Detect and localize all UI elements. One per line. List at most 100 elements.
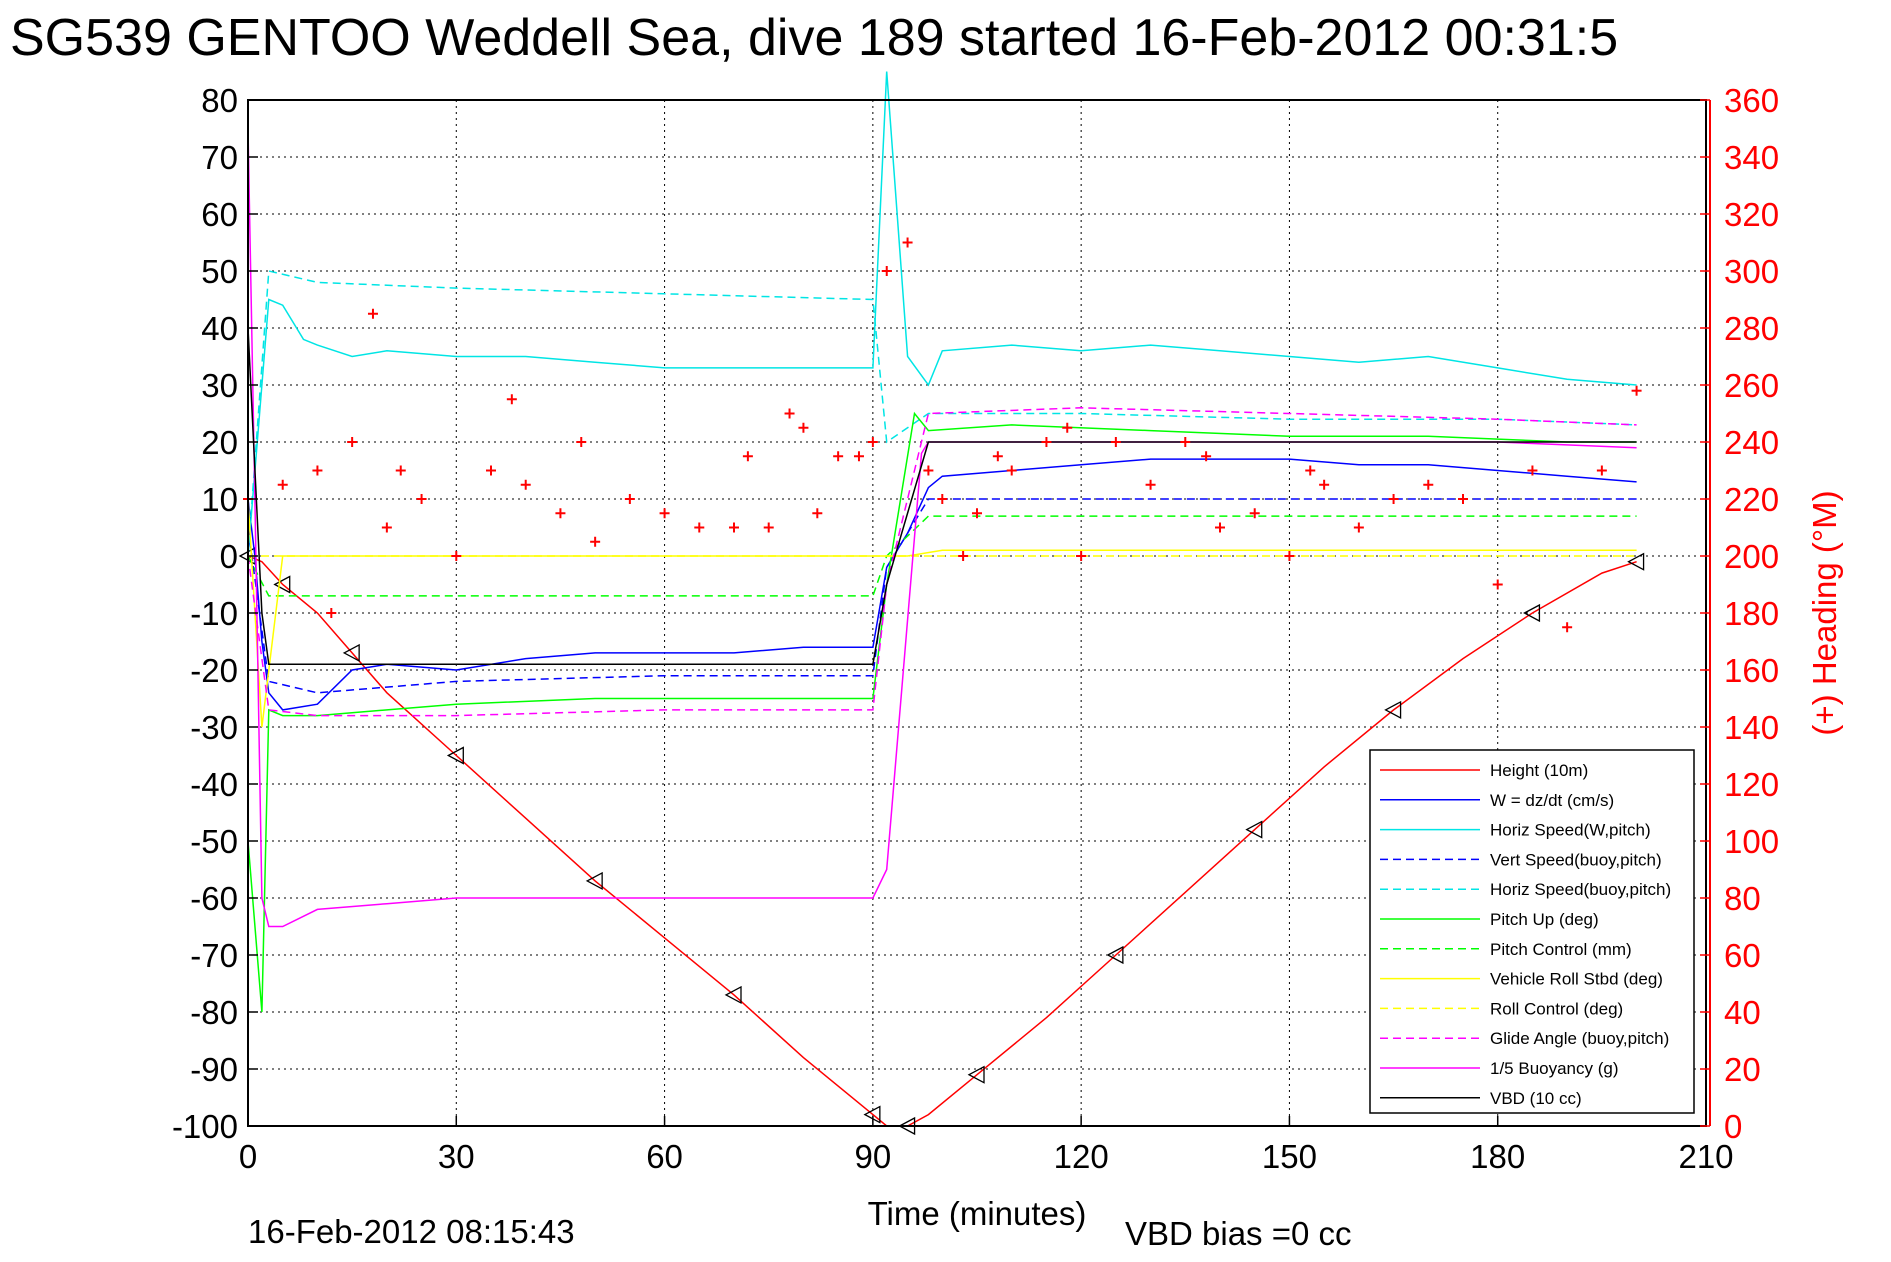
y-tick-label: 20 (201, 424, 238, 461)
heading-point (902, 237, 913, 248)
heading-point (326, 608, 337, 618)
x-tick-label: 150 (1262, 1138, 1317, 1175)
y2-tick-label: 300 (1724, 253, 1779, 290)
y2-tick-label: 100 (1724, 823, 1779, 860)
heading-point (416, 494, 427, 504)
series-line-2 (247, 71, 1637, 557)
heading-point (1527, 465, 1538, 476)
y-tick-label: -50 (190, 823, 238, 860)
heading-point (395, 465, 406, 476)
y2-tick-label: 220 (1724, 481, 1779, 518)
y-tick-label: -40 (190, 766, 238, 803)
heading-point (1180, 437, 1191, 447)
legend-entry: Horiz Speed(W,pitch) (1380, 821, 1651, 840)
footer-date: 16-Feb-2012 08:15:43 (248, 1213, 575, 1250)
x-tick-label: 120 (1054, 1138, 1109, 1175)
heading-point (881, 266, 892, 276)
height-marker (273, 575, 291, 594)
heading-point (1041, 437, 1052, 447)
legend-label: Glide Angle (buoy,pitch) (1490, 1029, 1669, 1048)
heading-point (798, 422, 809, 433)
heading-point (1423, 479, 1434, 490)
legend-entry: Vert Speed(buoy,pitch) (1380, 850, 1662, 869)
x-tick-label: 60 (646, 1138, 683, 1175)
y2-tick-label: 80 (1724, 880, 1761, 917)
legend-entry: 1/5 Buoyancy (g) (1380, 1059, 1619, 1078)
heading-point (867, 437, 878, 447)
height-marker (342, 643, 360, 662)
legend-entry: Glide Angle (buoy,pitch) (1380, 1029, 1669, 1048)
x-tick-label: 90 (854, 1138, 891, 1175)
heading-point (624, 494, 635, 504)
legend-label: VBD (10 cc) (1490, 1089, 1582, 1108)
y2-tick-label: 180 (1724, 595, 1779, 632)
heading-point (381, 522, 392, 533)
heading-point (1145, 479, 1156, 490)
heading-point (1388, 494, 1399, 504)
heading-point (853, 451, 864, 462)
legend-label: Pitch Up (deg) (1490, 910, 1599, 929)
heading-point (729, 522, 739, 533)
x-axis-label: Time (minutes) (868, 1195, 1087, 1232)
right-axis-label: (+) Heading (°M) (1806, 490, 1843, 735)
y2-tick-label: 140 (1724, 709, 1779, 746)
heading-point (576, 437, 587, 447)
legend-entry: Pitch Control (mm) (1380, 940, 1632, 959)
y2-tick-label: 120 (1724, 766, 1779, 803)
heading-point (972, 508, 982, 519)
series-line-6 (247, 515, 1637, 597)
height-marker (1384, 700, 1402, 719)
y-tick-label: -90 (190, 1051, 238, 1088)
heading-point (1110, 437, 1121, 447)
legend-entry: Height (10m) (1380, 761, 1588, 780)
legend-entry: W = dz/dt (cm/s) (1380, 791, 1614, 810)
legend-label: Pitch Control (mm) (1490, 940, 1632, 959)
legend-label: Vert Speed(buoy,pitch) (1490, 850, 1662, 869)
height-marker (1106, 945, 1124, 965)
y-tick-label: 70 (201, 139, 238, 176)
legend: Height (10m) W = dz/dt (cm/s) Horiz Speed(… (1369, 749, 1695, 1114)
heading-point (1201, 451, 1212, 462)
heading-point (923, 465, 934, 476)
heading-point (784, 408, 795, 419)
y2-tick-label: 320 (1724, 196, 1779, 233)
heading-point (1492, 579, 1503, 590)
y-tick-label: -20 (190, 652, 238, 689)
height-marker (585, 871, 603, 890)
y2-tick-label: 340 (1724, 139, 1779, 176)
chart-title: SG539 GENTOO Weddell Sea, dive 189 start… (10, 9, 1618, 67)
heading-point (958, 551, 969, 561)
series-line-9 (247, 407, 1637, 717)
x-tick-label: 30 (438, 1138, 475, 1175)
heading-point (659, 508, 670, 519)
y-tick-label: -100 (172, 1108, 238, 1145)
legend-entry: Horiz Speed(buoy,pitch) (1380, 880, 1671, 899)
series-line-11 (247, 327, 1637, 666)
series-line-5 (247, 411, 1637, 1013)
y-tick-label: 40 (201, 310, 238, 347)
heading-point (1305, 465, 1316, 476)
y-tick-label: -30 (190, 709, 238, 746)
legend-label: W = dz/dt (cm/s) (1490, 791, 1614, 810)
heading-point (1596, 465, 1607, 476)
y2-tick-label: 60 (1724, 937, 1761, 974)
heading-point (1284, 551, 1295, 561)
y2-tick-label: 40 (1724, 994, 1761, 1031)
heading-point (742, 451, 753, 462)
heading-point (486, 465, 496, 476)
y-tick-label: -80 (190, 994, 238, 1031)
y2-tick-label: 360 (1724, 82, 1779, 119)
y2-tick-label: 200 (1724, 538, 1779, 575)
heading-point (347, 437, 358, 447)
y-tick-label: 50 (201, 253, 238, 290)
ticks: 0 30 60 90 120 150 180 21080706050403020100-10-… (172, 82, 1779, 1175)
y2-tick-label: 240 (1724, 424, 1779, 461)
heading-point (1006, 465, 1017, 476)
y-tick-label: -10 (190, 595, 238, 632)
series-line-4 (247, 270, 1637, 557)
heading-point (1458, 494, 1468, 504)
heading-point (506, 394, 517, 405)
legend-label: Horiz Speed(buoy,pitch) (1490, 880, 1671, 899)
legend-entry: Pitch Up (deg) (1380, 910, 1599, 929)
